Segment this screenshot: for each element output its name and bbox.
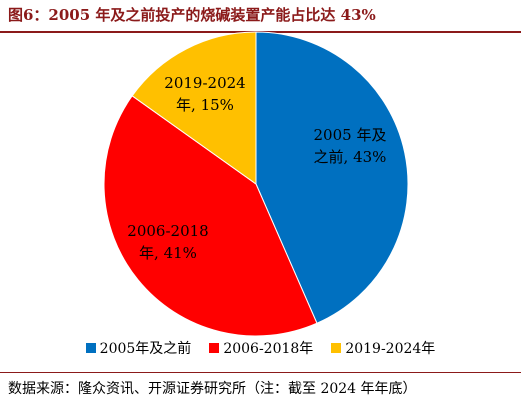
pie-data-label-3: 2019-2024 年, 15% <box>164 74 245 114</box>
pie-chart: 2005 年及之前, 43% 2006-2018 年, 41% 2019-2024 年,… <box>103 31 409 337</box>
pie-data-label-1: 2005 年及之前, 43% <box>314 126 387 166</box>
pie-slice-2 <box>103 95 318 337</box>
chart-title: 图6：2005 年及之前投产的烧碱装置产能占比达 43% <box>8 6 376 24</box>
pie-slice-1 <box>255 31 409 324</box>
footer-divider <box>0 372 521 373</box>
legend-item-3: 2019-2024年 <box>331 338 435 358</box>
legend-item-1: 2005年及之前 <box>85 338 192 358</box>
pie-data-label-2: 2006-2018 年, 41% <box>127 222 208 262</box>
pie-slice-3 <box>131 31 257 185</box>
legend-swatch <box>85 343 96 353</box>
data-source-note: 数据来源：隆众资讯、开源证券研究所（注：截至 2024 年年底） <box>8 381 417 397</box>
legend-swatch <box>331 343 342 353</box>
legend-label: 2005年及之前 <box>99 341 192 357</box>
legend-swatch <box>209 343 220 353</box>
legend-label: 2019-2024年 <box>345 341 436 357</box>
chart-legend: 2005年及之前 2006-2018年 2019-2024年 <box>0 338 521 358</box>
legend-label: 2006-2018年 <box>223 341 314 357</box>
legend-item-2: 2006-2018年 <box>209 338 313 358</box>
